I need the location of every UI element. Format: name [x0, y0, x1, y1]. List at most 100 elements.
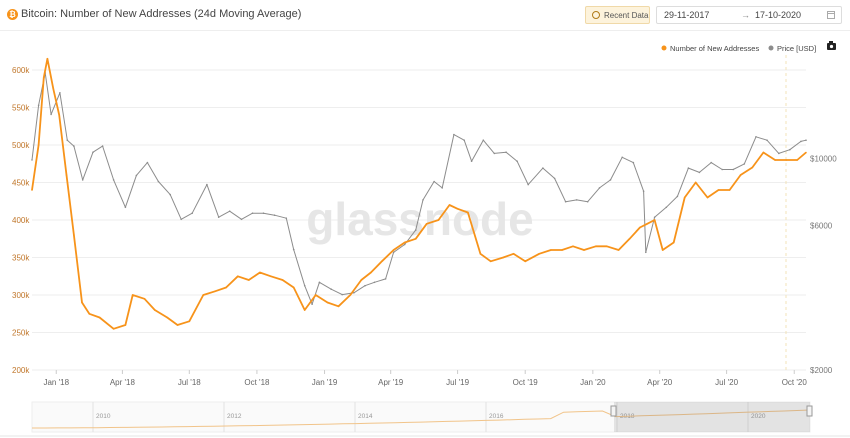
- data-point: [766, 139, 768, 141]
- legend-marker: [768, 45, 774, 51]
- data-point: [135, 174, 138, 177]
- data-point: [441, 187, 444, 189]
- data-point: [774, 159, 776, 161]
- y-tick-label: 400k: [12, 216, 30, 225]
- data-point: [337, 305, 340, 308]
- data-point: [349, 294, 352, 296]
- data-point: [470, 160, 473, 162]
- x-tick-label: Jul '19: [446, 378, 469, 387]
- legend-marker: [661, 45, 667, 51]
- data-point: [732, 168, 734, 171]
- data-point: [762, 151, 765, 154]
- data-point: [743, 163, 746, 165]
- x-tick-label: Apr '20: [647, 378, 673, 387]
- data-point: [676, 195, 679, 198]
- data-point: [739, 174, 742, 176]
- data-point: [180, 218, 182, 221]
- data-point: [292, 248, 295, 251]
- x-tick-label: Oct '19: [513, 378, 539, 387]
- data-point: [621, 156, 623, 159]
- data-point: [330, 288, 333, 291]
- data-point: [31, 189, 33, 191]
- navigator-tick-label: 2010: [96, 413, 111, 420]
- date-range-picker[interactable]: 29-11-2017 → 17-10-2020: [656, 6, 842, 24]
- navigator-tick-label: 2012: [227, 413, 242, 420]
- y-tick-label: 600k: [12, 66, 30, 75]
- y-tick-label: 550k: [12, 104, 30, 113]
- date-end[interactable]: 17-10-2020: [755, 10, 802, 20]
- x-tick-label: Jul '18: [178, 378, 201, 387]
- data-point: [202, 294, 205, 296]
- data-point: [58, 114, 60, 116]
- data-point: [112, 328, 115, 330]
- data-point: [217, 216, 220, 218]
- data-point: [237, 275, 239, 278]
- data-point: [467, 211, 469, 214]
- navigator-selection[interactable]: [614, 402, 810, 432]
- recent-data-label: Recent Data: [604, 11, 649, 20]
- data-point: [364, 284, 366, 287]
- data-point: [353, 292, 355, 294]
- data-point: [512, 253, 515, 255]
- legend-label[interactable]: Number of New Addresses: [670, 44, 759, 53]
- data-point: [632, 161, 635, 164]
- navigator-handle-left[interactable]: [610, 405, 617, 417]
- series-points: [31, 72, 807, 306]
- data-point: [101, 145, 104, 147]
- data-point: [653, 216, 656, 218]
- navigator-handle-right[interactable]: [806, 405, 813, 417]
- data-point: [66, 139, 69, 141]
- data-point: [403, 243, 406, 246]
- data-point: [422, 199, 424, 201]
- data-point: [516, 160, 518, 162]
- series-points: [31, 58, 807, 330]
- data-point: [542, 167, 544, 169]
- data-point: [628, 238, 631, 240]
- recent-data-button[interactable]: Recent Data: [585, 6, 650, 24]
- data-point: [683, 196, 686, 199]
- data-point: [251, 212, 254, 214]
- data-point: [303, 309, 306, 311]
- camera-icon[interactable]: [827, 41, 836, 50]
- data-point: [176, 324, 179, 326]
- data-point: [561, 249, 563, 251]
- data-point: [273, 214, 276, 216]
- data-point: [373, 281, 376, 284]
- x-tick-label: Jan '18: [43, 378, 69, 387]
- data-point: [489, 260, 492, 263]
- clock-icon: [592, 11, 600, 19]
- y2-tick-label: $10000: [810, 155, 837, 164]
- data-point: [609, 179, 612, 181]
- data-point: [206, 183, 208, 186]
- y-tick-label: 300k: [12, 291, 30, 300]
- data-point: [796, 159, 798, 161]
- data-point: [303, 284, 306, 287]
- data-point: [617, 249, 620, 251]
- data-point: [527, 183, 529, 186]
- data-point: [710, 161, 712, 164]
- legend-label[interactable]: Price [USD]: [777, 44, 816, 53]
- data-point: [414, 238, 417, 240]
- data-point: [456, 208, 459, 210]
- data-point: [52, 88, 55, 90]
- data-point: [672, 241, 675, 244]
- data-point: [805, 151, 807, 154]
- date-start[interactable]: 29-11-2017: [664, 10, 710, 20]
- data-point: [65, 174, 68, 176]
- data-point: [381, 260, 383, 263]
- data-point: [653, 219, 656, 221]
- y-tick-label: 200k: [12, 366, 30, 375]
- data-point: [188, 320, 191, 323]
- calendar-icon[interactable]: [827, 11, 835, 19]
- data-point: [81, 179, 84, 181]
- data-point: [370, 271, 372, 274]
- data-point: [326, 301, 329, 304]
- data-point: [81, 301, 83, 304]
- data-point: [721, 168, 723, 171]
- data-point: [248, 279, 250, 281]
- data-point: [59, 92, 61, 94]
- data-point: [524, 260, 526, 263]
- x-tick-label: Jan '20: [580, 378, 606, 387]
- navigator[interactable]: 201020122014201620182020: [0, 394, 850, 438]
- data-point: [88, 313, 91, 315]
